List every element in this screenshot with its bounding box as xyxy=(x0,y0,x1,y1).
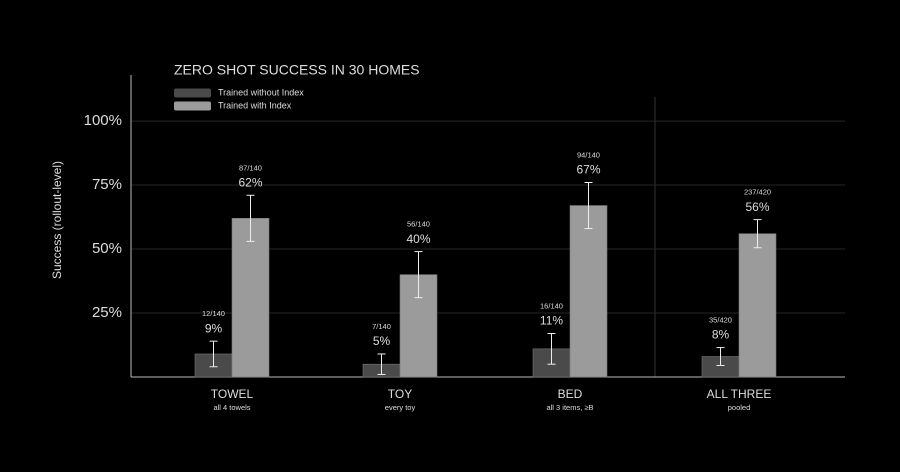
x-tick-note: pooled xyxy=(728,403,751,412)
count-label: 87/140 xyxy=(239,163,262,172)
x-tick-label: TOWEL xyxy=(211,387,254,401)
value-label: 40% xyxy=(406,232,430,246)
bar xyxy=(738,233,777,378)
x-tick-label: TOY xyxy=(388,387,412,401)
x-tick-note: all 4 towels xyxy=(213,403,250,412)
legend-swatch xyxy=(174,101,211,111)
value-label: 9% xyxy=(205,321,223,335)
count-label: 12/140 xyxy=(202,309,225,318)
legend-label: Trained without Index xyxy=(218,87,304,97)
value-label: 56% xyxy=(745,200,769,214)
value-label: 11% xyxy=(540,314,563,328)
count-label: 16/140 xyxy=(540,301,563,310)
legend-label: Trained with Index xyxy=(218,100,292,110)
count-label: 56/140 xyxy=(407,220,430,229)
count-label: 237/420 xyxy=(744,188,771,197)
x-tick-label: BED xyxy=(558,387,583,401)
value-label: 62% xyxy=(238,175,262,189)
value-label: 8% xyxy=(712,328,730,342)
count-label: 7/140 xyxy=(372,322,391,331)
y-tick-label: 50% xyxy=(92,240,122,257)
legend-swatch xyxy=(174,88,211,98)
bar xyxy=(569,205,608,378)
value-label: 67% xyxy=(576,163,600,177)
value-label: 5% xyxy=(373,334,391,348)
y-tick-label: 25% xyxy=(92,304,122,321)
x-tick-note: every toy xyxy=(385,403,416,412)
y-tick-label: 75% xyxy=(92,176,122,193)
x-tick-note: all 3 items, ≥B xyxy=(546,403,593,412)
x-tick-label: ALL THREE xyxy=(707,387,772,401)
count-label: 94/140 xyxy=(577,150,600,159)
count-label: 35/420 xyxy=(709,316,732,325)
chart-title: ZERO SHOT SUCCESS IN 30 HOMES xyxy=(174,62,420,78)
bar xyxy=(231,218,270,378)
y-axis-label: Success (rollout-level) xyxy=(50,161,64,279)
y-tick-label: 100% xyxy=(84,112,122,129)
